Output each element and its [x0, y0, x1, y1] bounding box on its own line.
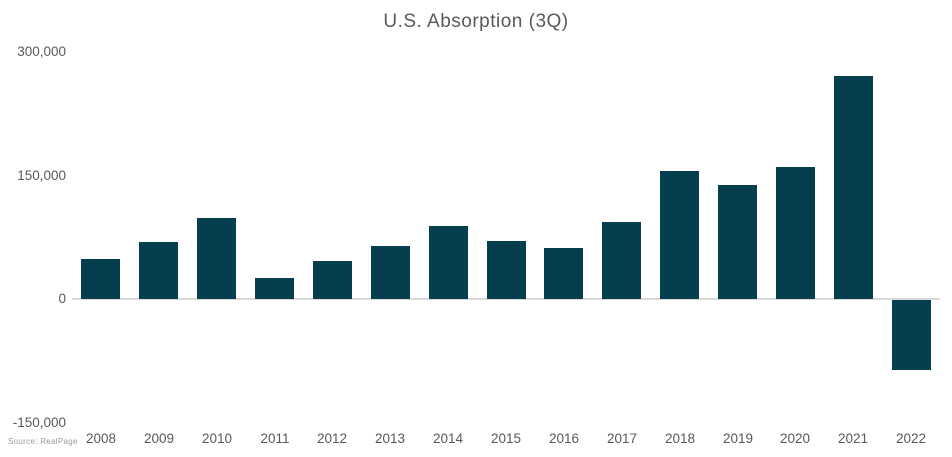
x-axis-label-2020: 2020 — [779, 431, 811, 446]
bar-2021 — [834, 76, 873, 299]
bar-2010 — [197, 218, 236, 299]
chart-title: U.S. Absorption (3Q) — [383, 11, 569, 32]
y-axis-tick-label: 300,000 — [17, 44, 66, 59]
bar-2015 — [487, 241, 526, 299]
y-axis-tick-label: 150,000 — [17, 168, 66, 183]
bar-2011 — [255, 278, 294, 299]
source-note: Source: RealPage — [8, 437, 78, 446]
bar-2013 — [371, 246, 410, 299]
x-axis-label-2011: 2011 — [260, 431, 290, 446]
zero-gridline — [72, 298, 940, 300]
bar-2009 — [139, 242, 178, 299]
bar-2022 — [892, 300, 931, 370]
x-axis-label-2017: 2017 — [606, 431, 638, 446]
x-axis-label-2022: 2022 — [895, 431, 927, 446]
bar-2018 — [660, 171, 699, 299]
bar-2014 — [429, 226, 468, 299]
x-axis-label-2012: 2012 — [316, 431, 348, 446]
bar-2020 — [776, 167, 815, 299]
x-axis-label-2009: 2009 — [143, 431, 175, 446]
y-axis-tick-label: 0 — [58, 291, 66, 306]
x-axis-label-2010: 2010 — [201, 431, 233, 446]
bar-2019 — [718, 185, 757, 299]
y-axis-tick-label: -150,000 — [12, 415, 66, 430]
bar-2008 — [81, 259, 120, 299]
x-axis-label-2016: 2016 — [548, 431, 580, 446]
x-axis-label-2008: 2008 — [85, 431, 117, 446]
x-axis-label-2014: 2014 — [432, 431, 464, 446]
x-axis-label-2013: 2013 — [374, 431, 406, 446]
bar-2017 — [602, 222, 641, 299]
bar-2012 — [313, 261, 352, 299]
x-axis-label-2019: 2019 — [722, 431, 754, 446]
x-axis-label-2018: 2018 — [664, 431, 696, 446]
x-axis-label-2021: 2021 — [837, 431, 869, 446]
x-axis-label-2015: 2015 — [490, 431, 522, 446]
bar-2016 — [544, 248, 583, 299]
